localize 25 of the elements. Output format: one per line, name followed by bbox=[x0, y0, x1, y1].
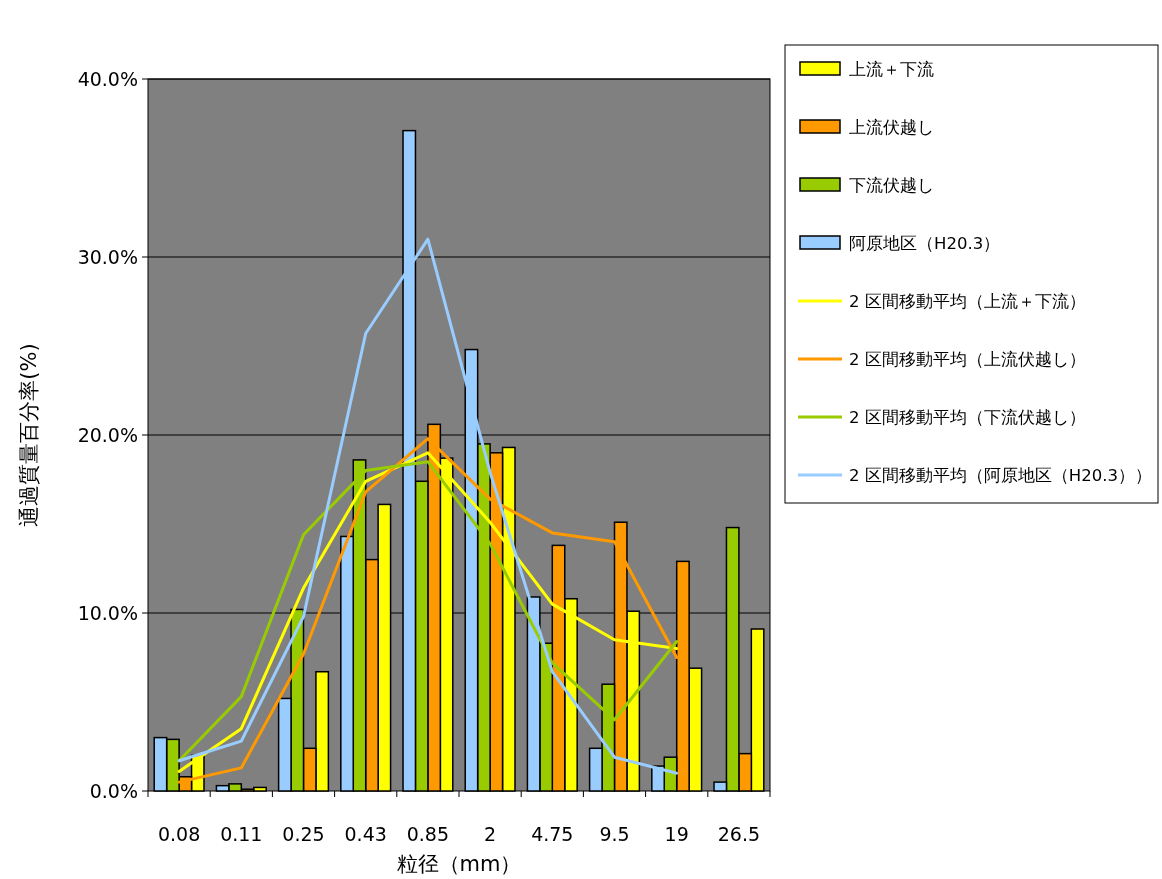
legend-label: 上流伏越し bbox=[849, 118, 934, 137]
x-tick-label: 4.75 bbox=[531, 823, 574, 845]
y-tick-label: 10.0% bbox=[77, 602, 138, 624]
legend-label: 2 区間移動平均（阿原地区（H20.3）） bbox=[849, 466, 1152, 485]
x-tick-label: 0.11 bbox=[220, 823, 263, 845]
legend-label: 2 区間移動平均（下流伏越し） bbox=[849, 408, 1086, 427]
x-tick-label: 2 bbox=[484, 823, 497, 845]
y-tick-label: 20.0% bbox=[77, 424, 138, 446]
y-tick-label: 0.0% bbox=[89, 780, 138, 802]
x-tick-label: 9.5 bbox=[599, 823, 630, 845]
y-tick-label: 30.0% bbox=[77, 246, 138, 268]
x-tick-label: 0.25 bbox=[282, 823, 325, 845]
legend-label: 2 区間移動平均（上流伏越し） bbox=[849, 350, 1086, 369]
legend-label: 下流伏越し bbox=[849, 176, 934, 195]
x-tick-label: 19 bbox=[664, 823, 689, 845]
x-tick-label: 0.85 bbox=[406, 823, 450, 845]
x-tick-label: 0.08 bbox=[157, 823, 201, 845]
y-axis-title: 通過質量百分率(%) bbox=[17, 343, 41, 527]
x-axis-title: 粒径（mm） bbox=[396, 852, 522, 876]
legend-label: 2 区間移動平均（上流＋下流） bbox=[849, 292, 1086, 311]
x-tick-label: 26.5 bbox=[717, 823, 761, 845]
x-tick-label: 0.43 bbox=[344, 823, 387, 845]
y-tick-label: 40.0% bbox=[77, 68, 138, 90]
legend-label: 上流＋下流 bbox=[849, 60, 934, 79]
legend-label: 阿原地区（H20.3） bbox=[849, 234, 1001, 253]
